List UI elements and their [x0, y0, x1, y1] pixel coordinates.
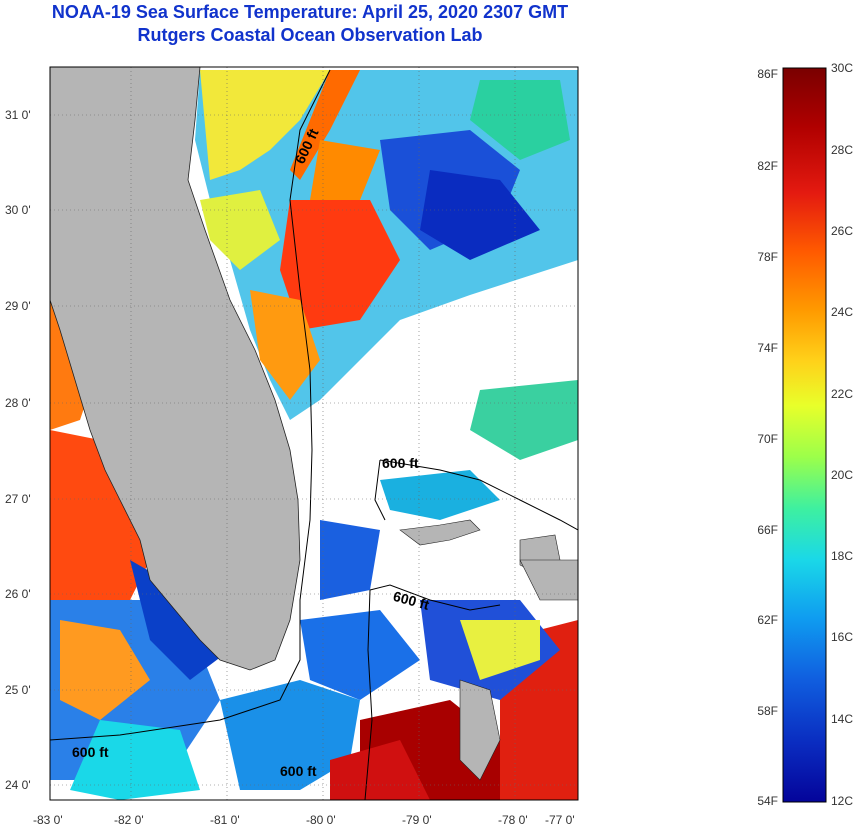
cb-c-label: 18C [831, 549, 853, 563]
lon-tick: -79 0' [402, 813, 432, 827]
cb-f-label: 86F [757, 67, 778, 81]
florida-landmass [50, 67, 301, 671]
lat-tick: 30 0' [5, 203, 31, 217]
lat-tick: 28 0' [5, 396, 31, 410]
map-title: NOAA-19 Sea Surface Temperature: April 2… [51, 2, 569, 22]
cb-f-label: 82F [757, 159, 778, 173]
cb-f-label: 74F [757, 341, 778, 355]
colorbar: 86F 82F 78F 74F 70F 66F 62F 58F 54F 30C … [757, 61, 853, 808]
colorbar-celsius-labels: 30C 28C 26C 24C 22C 20C 18C 16C 14C 12C [831, 61, 853, 808]
cb-c-label: 30C [831, 61, 853, 75]
cb-f-label: 58F [757, 704, 778, 718]
contour-label: 600 ft [72, 744, 109, 760]
lat-tick: 31 0' [5, 108, 31, 122]
cb-f-label: 54F [757, 794, 778, 808]
contour-label: 600 ft [280, 763, 317, 779]
cb-f-label: 78F [757, 250, 778, 264]
lon-tick: -81 0' [210, 813, 240, 827]
cb-c-label: 16C [831, 630, 853, 644]
lat-tick: 27 0' [5, 492, 31, 506]
cb-c-label: 20C [831, 468, 853, 482]
map-frame [49, 66, 579, 801]
cb-f-label: 62F [757, 613, 778, 627]
lat-tick: 26 0' [5, 587, 31, 601]
lon-tick: -78 0' [498, 813, 528, 827]
map-plot-area [50, 67, 578, 800]
lon-tick: -77 0' [545, 813, 575, 827]
lat-axis: 31 0' 30 0' 29 0' 28 0' 27 0' 26 0' 25 0… [5, 108, 31, 792]
map-subtitle: Rutgers Coastal Ocean Observation Lab [137, 25, 483, 45]
colorbar-fahrenheit-labels: 86F 82F 78F 74F 70F 66F 62F 58F 54F [757, 67, 778, 808]
bahamas-landmass [399, 519, 481, 546]
cb-f-label: 70F [757, 432, 778, 446]
lon-tick: -82 0' [114, 813, 144, 827]
lat-tick: 24 0' [5, 778, 31, 792]
lon-tick: -83 0' [33, 813, 63, 827]
contour-label: 600 ft [382, 455, 419, 471]
isobath-600ft [50, 69, 578, 800]
graticule [50, 67, 578, 800]
cb-c-label: 22C [831, 387, 853, 401]
lat-tick: 25 0' [5, 683, 31, 697]
cb-c-label: 28C [831, 143, 853, 157]
cb-c-label: 12C [831, 794, 853, 808]
cb-c-label: 26C [831, 224, 853, 238]
colorbar-swatch [782, 67, 827, 803]
cb-f-label: 66F [757, 523, 778, 537]
lon-axis: -83 0' -82 0' -81 0' -80 0' -79 0' -78 0… [33, 813, 575, 827]
lon-tick: -80 0' [306, 813, 336, 827]
cb-c-label: 14C [831, 712, 853, 726]
cb-c-label: 24C [831, 305, 853, 319]
lat-tick: 29 0' [5, 299, 31, 313]
